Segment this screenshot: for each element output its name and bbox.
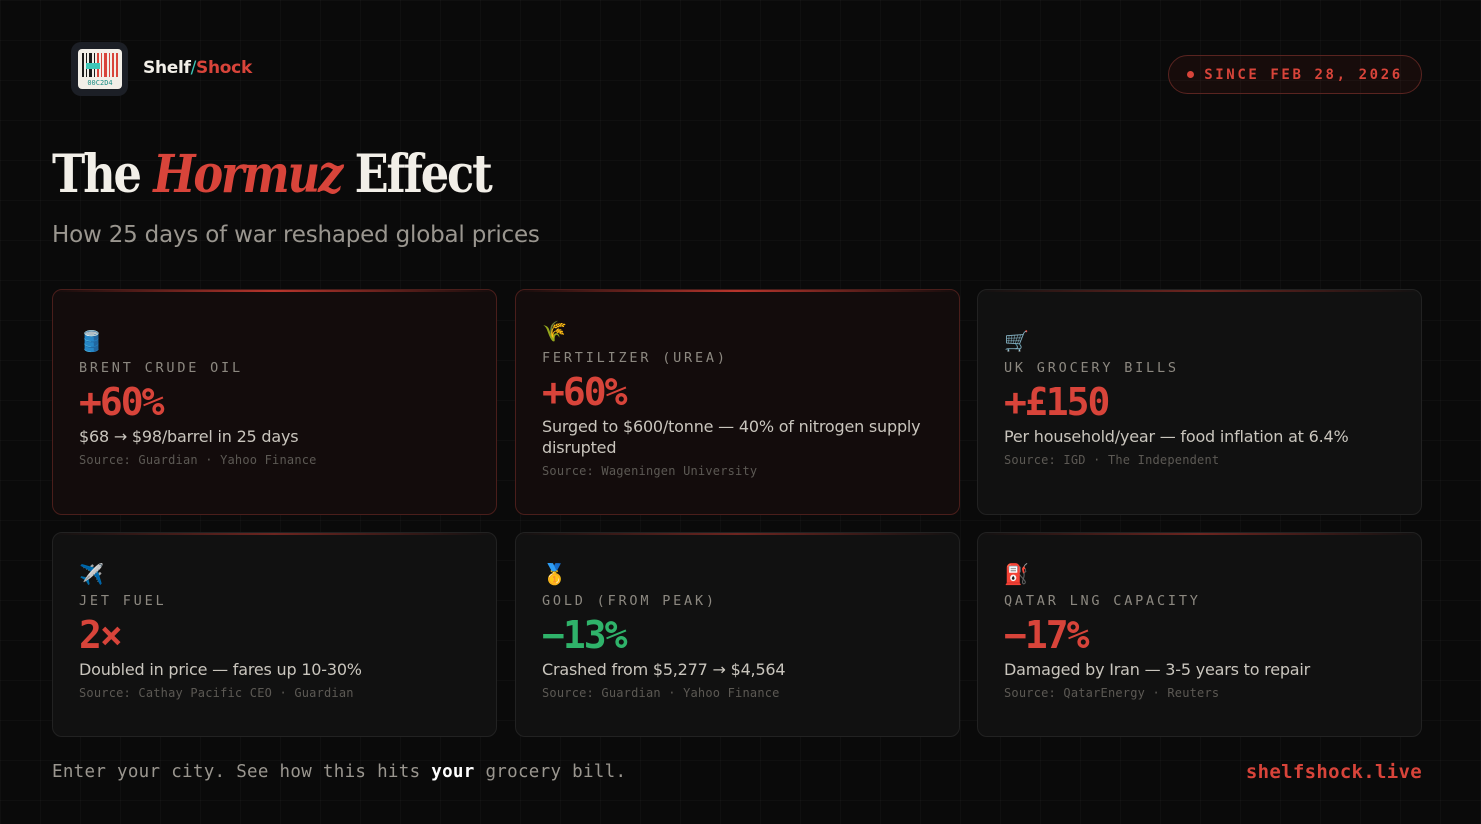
cta-text-after: grocery bill. [474,762,627,782]
stat-source[interactable]: Source: QatarEnergy · Reuters [1004,686,1220,700]
stat-description: Crashed from $5,277 → $4,564 [542,660,786,679]
logo-code-text: 00C2D4 [87,79,112,87]
since-date-label: SINCE FEB 28, 2026 [1204,66,1403,83]
stat-card-uk-grocery[interactable]: 🛒 UK GROCERY BILLS +£150 Per household/y… [977,289,1422,515]
stat-source[interactable]: Source: Guardian · Yahoo Finance [542,686,780,700]
page-title: The Hormuz Effect [52,144,493,205]
title-before: The [52,144,142,205]
card-accent-line [53,290,496,292]
stat-source[interactable]: Source: Guardian · Yahoo Finance [79,453,317,467]
barcode-logo-icon: 00C2D4 [77,49,122,89]
stat-description: Surged to $600/tonne — 40% of nitrogen s… [542,417,921,457]
cta-text-before: Enter your city. See how this hits [52,762,432,782]
card-accent-line [53,533,496,535]
stat-description: $68 → $98/barrel in 25 days [79,427,299,446]
brand-name[interactable]: Shelf/Shock [143,58,252,78]
stat-value: −17% [1004,613,1090,657]
airplane-icon: ✈️ [79,564,104,586]
brand-name-left: Shelf [143,58,191,78]
app-logo[interactable]: 00C2D4 [71,42,128,96]
stat-label: FERTILIZER (UREA) [542,350,728,366]
fuel-pump-icon: ⛽ [1004,564,1029,586]
stat-label: BRENT CRUDE OIL [79,360,243,376]
stat-value: +£150 [1004,380,1110,424]
stat-description: Damaged by Iran — 3-5 years to repair [1004,660,1311,679]
card-accent-line [978,290,1421,292]
stat-source[interactable]: Source: IGD · The Independent [1004,453,1220,467]
page-subtitle: How 25 days of war reshaped global price… [52,222,540,248]
gold-medal-icon: 🥇 [542,564,567,586]
title-after: Effect [354,144,493,205]
brand-name-right: Shock [196,58,252,78]
stat-value: +60% [542,370,628,414]
title-emphasis: Hormuz [153,144,343,205]
site-url-link[interactable]: shelfshock.live [1245,761,1422,783]
stat-value: 2× [79,613,123,657]
status-dot-icon [1187,71,1195,78]
shopping-cart-icon: 🛒 [1004,331,1029,353]
stat-card-fertilizer[interactable]: 🌾 FERTILIZER (UREA) +60% Surged to $600/… [515,289,960,515]
stat-label: JET FUEL [79,593,167,609]
since-date-badge: SINCE FEB 28, 2026 [1168,55,1422,94]
stat-source[interactable]: Source: Wageningen University [542,464,758,478]
stat-label: UK GROCERY BILLS [1004,360,1179,376]
stat-card-gold[interactable]: 🥇 GOLD (FROM PEAK) −13% Crashed from $5,… [515,532,960,737]
stat-value: −13% [542,613,628,657]
stat-label: QATAR LNG CAPACITY [1004,593,1201,609]
stat-label: GOLD (FROM PEAK) [542,593,717,609]
footer-call-to-action: Enter your city. See how this hits your … [52,762,626,782]
card-accent-line [978,533,1421,535]
cta-text-bold: your [431,762,475,782]
brand-slash: / [190,58,197,78]
stat-description: Doubled in price — fares up 10-30% [79,660,362,679]
stat-value: +60% [79,380,165,424]
stat-card-brent-crude[interactable]: 🛢️ BRENT CRUDE OIL +60% $68 → $98/barrel… [52,289,497,515]
card-accent-line [516,290,959,292]
header: 00C2D4 Shelf/Shock SINCE FEB 28, 2026 [71,42,1422,96]
wheat-icon: 🌾 [542,321,567,343]
stat-source[interactable]: Source: Cathay Pacific CEO · Guardian [79,686,354,700]
stat-card-jet-fuel[interactable]: ✈️ JET FUEL 2× Doubled in price — fares … [52,532,497,737]
oil-barrel-icon: 🛢️ [79,331,104,353]
card-accent-line [516,533,959,535]
stat-card-qatar-lng[interactable]: ⛽ QATAR LNG CAPACITY −17% Damaged by Ira… [977,532,1422,737]
stat-description: Per household/year — food inflation at 6… [1004,427,1349,446]
